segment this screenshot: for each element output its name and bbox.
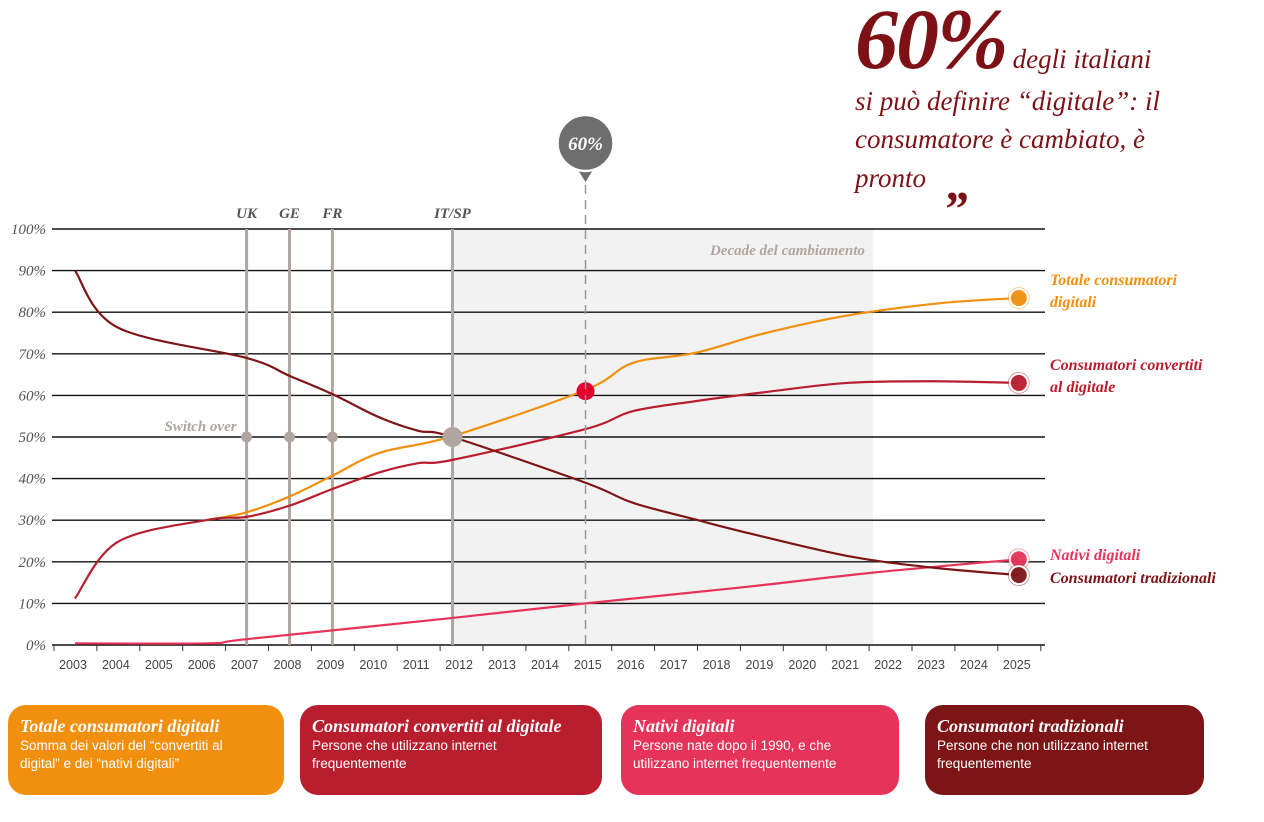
y-tick-label: 50% [19,430,47,446]
milestone-label: GE [279,206,300,222]
legend-nativi: Nativi digitali Persone nate dopo il 199… [621,705,899,795]
legend-desc: Persone che utilizzano internet [312,738,497,753]
series-label: Consumatori convertiti [1050,357,1203,374]
x-tick-label: 2013 [488,658,516,672]
x-tick-label: 2025 [1003,658,1031,672]
series-end-dot-ring [1007,564,1030,587]
closing-quote-mark: „ [947,155,972,211]
shaded-region-label: Decade del cambiamento [709,243,865,259]
y-tick-label: 80% [19,305,47,321]
legend-convertiti: Consumatori convertiti al digitale Perso… [300,705,602,795]
series-line [74,380,1019,600]
milestone-label: FR [321,206,342,222]
x-tick-label: 2011 [403,658,430,672]
y-tick-label: 100% [11,222,46,238]
y-tick-label: 20% [19,555,47,571]
x-tick-label: 2008 [274,658,302,672]
legend-tradizionali: Consumatori tradizionali Persone che non… [925,705,1204,795]
x-tick-label: 2023 [917,658,945,672]
x-tick-label: 2020 [788,658,816,672]
legend-title: Consumatori tradizionali [937,716,1124,736]
x-tick-label: 2016 [617,658,645,672]
legend-desc: digital” e dei “nativi digitali” [20,756,180,771]
series-end-dot [1008,565,1029,586]
legend-desc: utilizzano internet frequentemente [633,756,837,771]
series-line [74,558,1019,645]
x-tick-label: 2017 [660,658,688,672]
switch-over-label: Switch over [165,419,237,435]
x-tick-label: 2012 [445,658,473,672]
legend-desc: frequentemente [312,756,407,771]
legend-desc: Somma dei valori del “convertiti al [20,738,223,753]
series-line [74,269,1019,577]
quote-line2: si può definire “digitale”: il [855,86,1161,116]
x-tick-label: 2007 [231,658,259,672]
x-tick-label: 2014 [531,658,559,672]
y-tick-label: 40% [19,472,47,488]
series-label: Totale consumatori [1050,272,1178,289]
quote-line3: consumatore è cambiato, è [855,124,1145,154]
series-label: Nativi digitali [1049,547,1141,564]
series-end-dot-ring [1007,372,1030,394]
series-end-dot-ring [1007,287,1030,309]
highlight-dot [576,382,595,401]
x-tick-label: 2019 [745,658,773,672]
quote-line1: degli italiani [1012,44,1152,74]
x-tick-label: 2021 [831,658,859,672]
y-tick-label: 60% [19,388,47,404]
x-tick-label: 2022 [874,658,902,672]
legend-desc: Persone che non utilizzano internet [937,738,1148,753]
milestone-label: UK [236,206,258,222]
legend-desc: Persone nate dopo il 1990, e che [633,738,832,753]
x-tick-label: 2015 [574,658,602,672]
quote-line4: pronto [855,163,927,193]
legend-desc: frequentemente [937,756,1032,771]
legend-totale: Totale consumatori digitali Somma dei va… [8,705,284,795]
x-tick-label: 2005 [145,658,173,672]
milestone-label: IT/SP [433,206,472,222]
x-tick-label: 2009 [316,658,344,672]
x-tick-label: 2018 [703,658,731,672]
switch-over-dot [284,431,295,443]
x-tick-label: 2010 [359,658,387,672]
quote-big-number: 60% [855,0,1009,87]
y-tick-label: 90% [19,264,47,280]
switch-over-dot [442,427,463,447]
legend-title: Consumatori convertiti al digitale [312,716,562,736]
switch-over-dot [326,431,338,443]
y-tick-label: 10% [19,596,47,612]
pin-icon [556,113,615,173]
y-tick-label: 70% [19,347,47,363]
series-label: digitali [1050,294,1097,311]
pin-label: 60% [568,134,603,155]
x-tick-label: 2024 [960,658,988,672]
switch-over-dot [241,431,253,443]
x-tick-label: 2003 [59,658,87,672]
series-end-dot [1008,288,1029,309]
legend-title: Totale consumatori digitali [20,716,220,736]
series-label: al digitale [1050,379,1115,396]
x-tick-label: 2004 [102,658,130,672]
chart: Decade del cambiamento 0% 10% 20% 30% 40% 50%… [11,113,1216,672]
series-end-dot [1008,372,1029,393]
series-label: Consumatori tradizionali [1050,570,1216,587]
legend-title: Nativi digitali [633,716,735,736]
y-tick-label: 30% [18,513,47,529]
x-tick-label: 2006 [188,658,216,672]
y-tick-label: 0% [26,638,46,654]
